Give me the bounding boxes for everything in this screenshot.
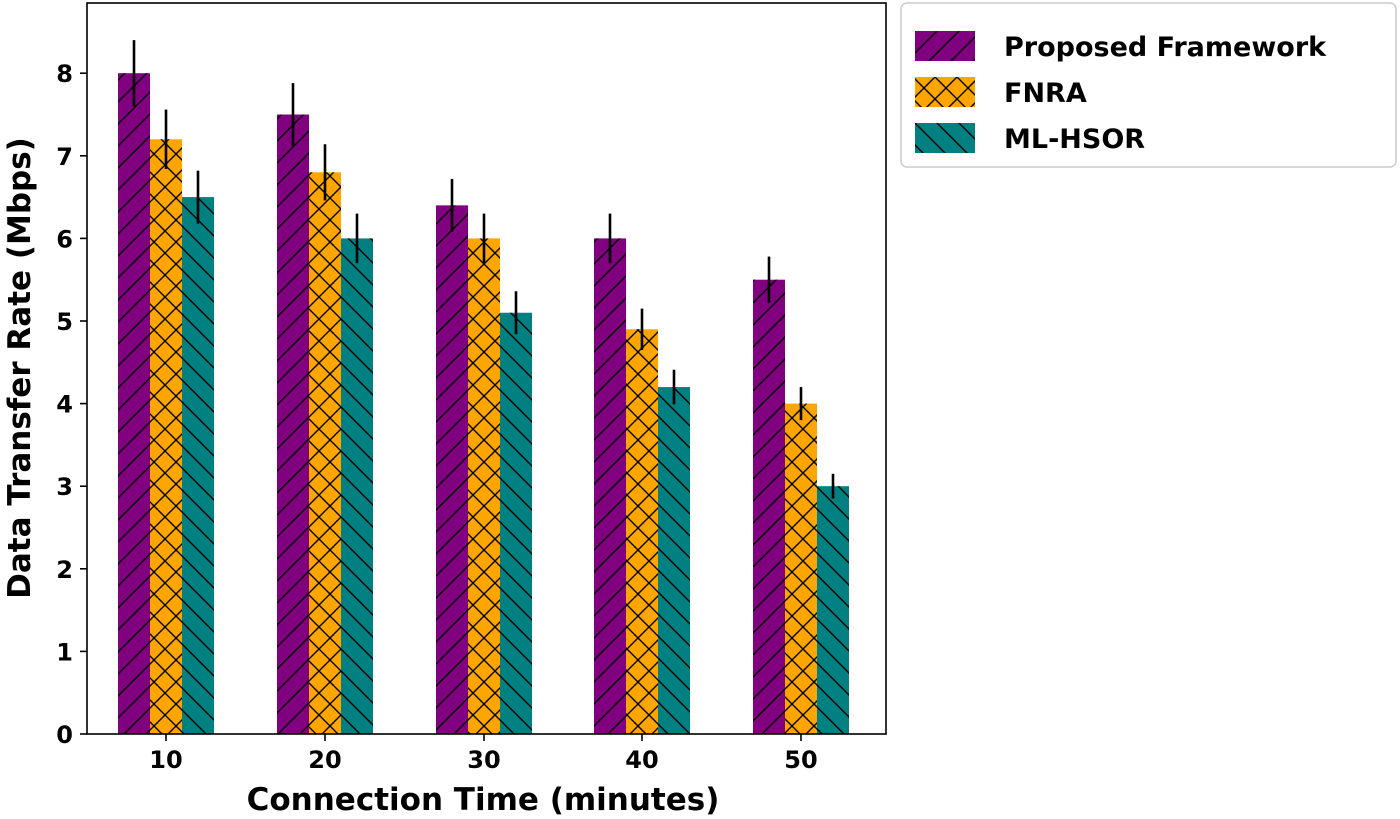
bar-proposed-framework-50 xyxy=(753,279,785,734)
bar-hatch xyxy=(500,312,532,734)
y-tick-label: 2 xyxy=(56,556,73,584)
bar-hatch xyxy=(658,387,690,734)
legend-label: ML-HSOR xyxy=(1004,124,1145,155)
bar-proposed-framework-20 xyxy=(277,114,309,734)
y-tick-label: 0 xyxy=(56,721,73,749)
bars xyxy=(118,73,849,735)
bar-proposed-framework-40 xyxy=(594,238,626,734)
y-axis-title: Data Transfer Rate (Mbps) xyxy=(2,137,38,599)
bar-hatch xyxy=(594,238,626,734)
bar-hatch xyxy=(436,205,468,735)
bar-proposed-framework-10 xyxy=(118,73,150,734)
y-tick-label: 7 xyxy=(56,143,73,171)
bar-ml-hsor-20 xyxy=(341,238,373,734)
bar-hatch xyxy=(341,238,373,734)
y-axis: 0 1 2 3 4 5 6 7 8 xyxy=(56,60,87,749)
bar-fnra-50 xyxy=(785,403,817,734)
x-tick-label: 50 xyxy=(784,746,817,774)
legend-item-proposed-framework: Proposed Framework xyxy=(915,31,1327,63)
legend-label: FNRA xyxy=(1004,78,1087,109)
x-axis-title: Connection Time (minutes) xyxy=(247,782,720,818)
legend-item-fnra: FNRA xyxy=(915,77,1087,109)
error-bars xyxy=(132,40,835,499)
x-tick-label: 20 xyxy=(308,746,341,774)
bar-fnra-30 xyxy=(468,238,500,734)
bar-fnra-10 xyxy=(150,139,182,734)
legend-swatch-hatch xyxy=(915,77,975,107)
bar-hatch xyxy=(753,279,785,734)
legend-item-ml-hsor: ML-HSOR xyxy=(915,123,1145,155)
bar-fnra-20 xyxy=(309,172,341,734)
x-tick-label: 30 xyxy=(467,746,500,774)
y-tick-label: 6 xyxy=(56,225,73,253)
bar-fnra-40 xyxy=(626,329,658,734)
bar-ml-hsor-30 xyxy=(500,312,532,734)
legend-box xyxy=(900,2,1397,168)
x-tick-label: 10 xyxy=(149,746,182,774)
bar-hatch xyxy=(277,114,309,734)
bar-hatch xyxy=(817,486,849,734)
bar-hatch xyxy=(182,197,214,735)
bar-hatch xyxy=(785,403,817,734)
bar-ml-hsor-50 xyxy=(817,486,849,734)
bar-hatch xyxy=(468,238,500,734)
bar-hatch xyxy=(118,73,150,734)
bar-ml-hsor-10 xyxy=(182,197,214,735)
legend-swatch-hatch xyxy=(915,123,975,153)
bar-hatch xyxy=(309,172,341,734)
legend-label: Proposed Framework xyxy=(1004,32,1327,63)
y-tick-label: 8 xyxy=(56,60,73,88)
bar-hatch xyxy=(626,329,658,734)
y-tick-label: 1 xyxy=(56,638,73,666)
bar-proposed-framework-30 xyxy=(436,205,468,735)
legend-swatch-hatch xyxy=(915,31,975,61)
legend: Proposed Framework FNRA ML-HSOR xyxy=(900,2,1397,168)
y-tick-label: 3 xyxy=(56,473,73,501)
y-tick-label: 5 xyxy=(56,308,73,336)
x-axis: 10 20 30 40 50 xyxy=(149,734,818,774)
bar-ml-hsor-40 xyxy=(658,387,690,734)
plot-area-frame xyxy=(86,2,887,735)
x-tick-label: 40 xyxy=(625,746,658,774)
y-tick-label: 4 xyxy=(56,391,73,419)
bar-hatch xyxy=(150,139,182,734)
